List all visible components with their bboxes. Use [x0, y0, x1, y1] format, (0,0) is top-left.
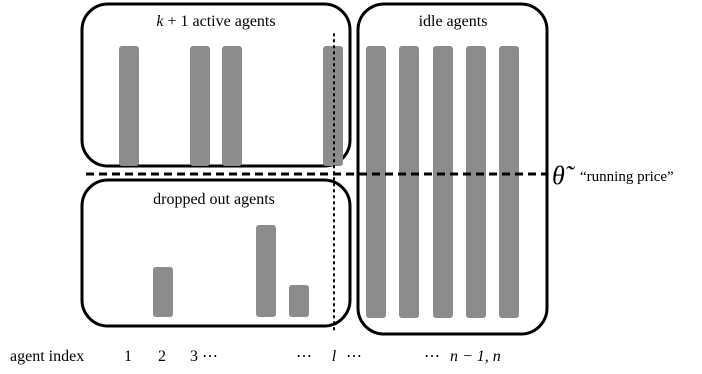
idle-agents-box — [356, 2, 549, 336]
agent-index-label: agent index — [10, 348, 84, 365]
active-agent-bar — [190, 46, 210, 166]
dropped-agent-bar — [153, 267, 173, 317]
idle-agent-bar — [366, 46, 386, 318]
dropped-agents-box — [80, 178, 352, 328]
dropped-agents-label: dropped out agents — [153, 191, 275, 208]
idle-agent-bar — [466, 46, 486, 318]
dropped-agent-bar — [256, 225, 276, 317]
active-agent-bar — [119, 46, 139, 166]
theta-symbol: θ̃ — [552, 161, 576, 190]
running-price-caption: “running price” — [580, 169, 674, 185]
agent-index-tick: ⋯ — [424, 348, 440, 365]
agent-index-tick: 3 ⋯ — [190, 348, 218, 365]
active-agents-label: k + 1 active agents — [156, 13, 275, 30]
idle-agent-bar — [433, 46, 453, 318]
agent-index-tick: n − 1, n — [450, 348, 501, 365]
active-agent-bar — [222, 46, 242, 166]
dropped-agent-bar — [289, 285, 309, 317]
active-agents-box — [80, 2, 352, 168]
agent-index-tick: l — [332, 348, 337, 365]
idle-agent-bar — [399, 46, 419, 318]
agent-index-tick: ⋯ — [346, 348, 362, 365]
idle-agents-label: idle agents — [419, 13, 488, 30]
agent-index-tick: 1 — [124, 348, 132, 365]
agent-index-tick: 2 — [158, 348, 166, 365]
idle-agent-bar — [499, 46, 519, 318]
agent-index-tick: ⋯ — [296, 348, 312, 365]
